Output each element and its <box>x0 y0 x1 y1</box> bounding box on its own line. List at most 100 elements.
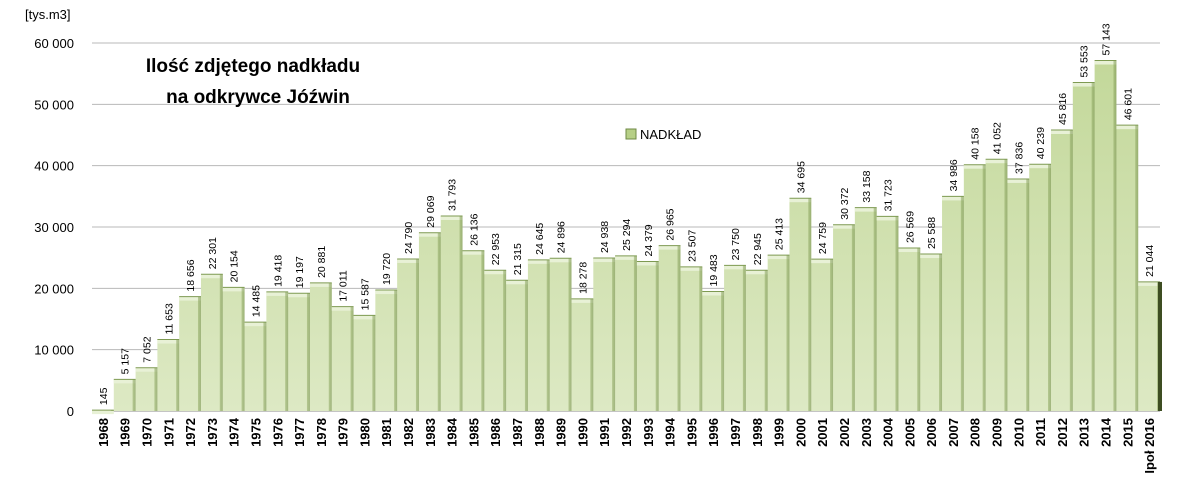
area-step-side <box>786 255 790 411</box>
data-label: 20 881 <box>316 246 328 278</box>
area-step-top <box>353 315 376 320</box>
area-step-top <box>527 259 550 264</box>
data-label: 19 483 <box>708 254 720 286</box>
area-step-top <box>462 250 485 255</box>
data-label: 26 965 <box>665 208 677 240</box>
area-step-top <box>1029 164 1052 169</box>
area-step-side <box>197 296 201 411</box>
area-step-top <box>288 293 310 298</box>
area-step-top <box>549 258 572 263</box>
x-tick-label: 1993 <box>641 418 656 447</box>
data-label: 24 645 <box>534 223 546 255</box>
area-step-side <box>394 290 398 411</box>
x-tick-label: 2010 <box>1011 418 1026 447</box>
data-label: 40 158 <box>970 127 982 159</box>
data-label: 33 158 <box>861 170 873 202</box>
x-tick-label: 1992 <box>619 418 634 447</box>
x-tick-label: 2009 <box>990 418 1005 447</box>
y-tick-label: 20 000 <box>34 281 74 296</box>
area-step-side <box>633 255 637 411</box>
area-step-top <box>222 287 245 292</box>
area-step-side <box>1135 125 1139 411</box>
data-label: 21 044 <box>1144 245 1156 277</box>
x-tick-label: 1999 <box>772 418 787 447</box>
data-label: 19 418 <box>272 255 284 287</box>
area-step-top <box>811 259 834 264</box>
y-tick-label: 50 000 <box>34 97 74 112</box>
x-tick-label: Ipoł 2016 <box>1142 418 1157 474</box>
area-step-top <box>636 261 659 266</box>
area-step-side <box>721 291 725 411</box>
data-label: 25 413 <box>774 218 786 250</box>
data-label: 15 587 <box>359 278 371 310</box>
x-tick-label: 1994 <box>663 417 678 447</box>
x-tick-label: 1968 <box>96 418 111 447</box>
area-step-side <box>306 293 310 411</box>
x-tick-label: 2015 <box>1120 418 1135 447</box>
area-step-top <box>963 164 986 169</box>
data-label: 31 793 <box>447 179 459 211</box>
legend: NADKŁAD <box>625 127 701 142</box>
area-step-top <box>593 258 616 263</box>
area-step-top <box>702 291 725 296</box>
x-tick-label: 1984 <box>445 417 460 447</box>
y-axis-ticks: 0 10 000 20 000 30 000 40 000 50 000 60 000 <box>34 36 74 419</box>
area-step-side <box>982 164 986 411</box>
data-label: 45 816 <box>1057 93 1069 125</box>
data-label: 34 695 <box>795 161 807 193</box>
area-step-top <box>506 280 528 285</box>
data-label: 19 720 <box>381 253 393 285</box>
data-label: 18 278 <box>577 262 589 294</box>
data-label: 37 836 <box>1013 142 1025 174</box>
x-tick-label: 1991 <box>597 418 612 447</box>
data-label: 24 759 <box>817 222 829 254</box>
series-area-nadklad <box>92 60 1160 411</box>
y-tick-label: 30 000 <box>34 220 74 235</box>
area-step-top <box>135 367 158 372</box>
data-area <box>92 60 1162 415</box>
chart-title-line-1: Ilość zdjętego nadkładu <box>146 56 360 77</box>
area-step-top <box>658 245 681 250</box>
data-label: 21 315 <box>512 243 524 275</box>
area-step-top <box>571 298 594 303</box>
area-step-side <box>459 216 463 411</box>
x-tick-label: 1982 <box>401 418 416 447</box>
area-step-top <box>309 282 332 287</box>
area-step-top <box>876 216 899 221</box>
area-step-side <box>655 261 659 411</box>
x-tick-label: 2006 <box>924 418 939 447</box>
x-tick-label: 2007 <box>946 418 961 447</box>
data-label: 34 986 <box>948 159 960 191</box>
x-tick-label: 1973 <box>205 418 220 447</box>
x-tick-label: 1976 <box>270 418 285 447</box>
data-label: 24 938 <box>599 221 611 253</box>
x-tick-label: 1988 <box>532 418 547 447</box>
data-label: 24 896 <box>556 221 568 253</box>
area-step-top <box>1138 281 1160 286</box>
area-step-side <box>350 306 354 411</box>
data-label: 20 154 <box>229 250 241 282</box>
x-tick-label: 1975 <box>248 418 263 447</box>
area-step-top <box>440 216 463 221</box>
area-step-side <box>830 259 834 411</box>
area-step-side <box>1091 82 1095 412</box>
y-tick-label: 10 000 <box>34 343 74 358</box>
data-label: 41 052 <box>992 122 1004 154</box>
data-label: 19 197 <box>294 256 306 288</box>
area-step-side <box>546 259 550 411</box>
area-step-top <box>789 198 812 203</box>
area-right-wall <box>1158 281 1162 411</box>
y-tick-label: 60 000 <box>34 36 74 51</box>
area-step-side <box>437 232 441 411</box>
area-step-side <box>503 270 507 411</box>
area-step-top <box>179 296 201 301</box>
data-label: 17 011 <box>338 270 350 301</box>
x-tick-label: 1971 <box>161 418 176 447</box>
x-tick-label: 1985 <box>466 418 481 447</box>
x-tick-label: 1977 <box>292 418 307 447</box>
area-step-side <box>568 258 572 411</box>
area-step-top <box>92 410 114 415</box>
x-tick-label: 2001 <box>815 418 830 447</box>
x-tick-label: 1986 <box>488 418 503 447</box>
